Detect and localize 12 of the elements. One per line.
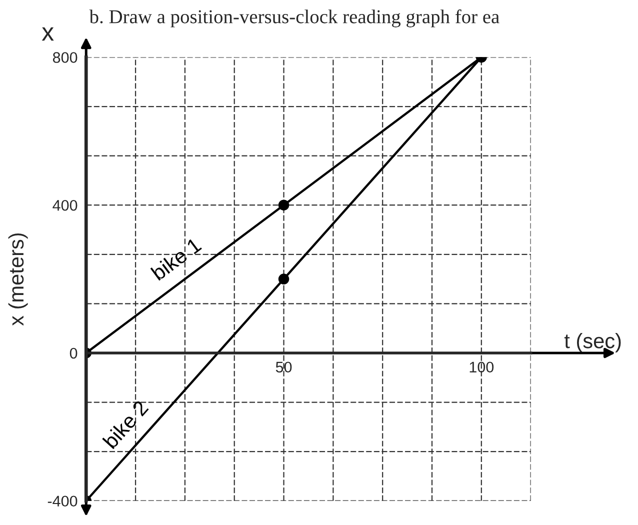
- x-axis-title: t (sec): [564, 333, 621, 352]
- chart-title: b. Draw a position-versus-clock reading graph for ea: [89, 9, 500, 28]
- text: bike 1: [150, 236, 202, 281]
- y-tick-label: 800: [52, 52, 78, 63]
- y-tick-label: -400: [48, 496, 78, 507]
- y-tick-label: 0: [70, 348, 78, 359]
- x-tick-label: 50: [276, 362, 292, 373]
- y-axis-title: x (meters): [8, 233, 28, 326]
- y-tick-label: 400: [52, 200, 78, 211]
- text: x: [42, 27, 54, 41]
- text: bike 2: [102, 399, 149, 450]
- x-tick-label: 100: [470, 362, 494, 373]
